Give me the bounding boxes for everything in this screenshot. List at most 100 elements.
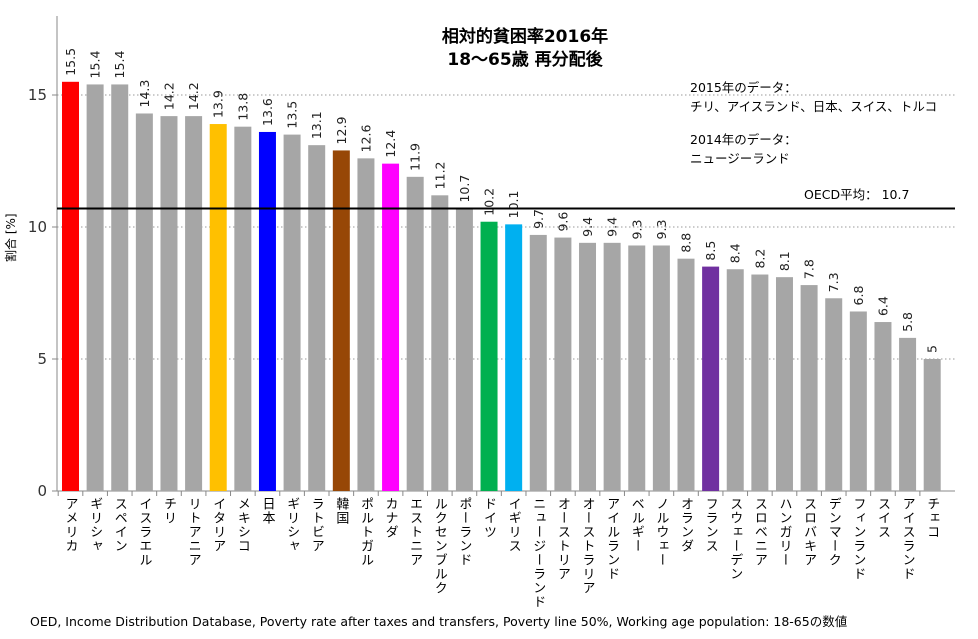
x-tick-label: アイスランド (899, 497, 915, 581)
x-tick-label: デンマーク (825, 497, 841, 567)
bar (899, 337, 917, 491)
annotation-2015-heading: 2015年のデータ： (690, 80, 797, 95)
bar (185, 116, 203, 492)
data-label: 8.4 (728, 243, 743, 263)
data-label: 9.4 (580, 217, 595, 237)
bar (775, 277, 793, 491)
source-note: OED, Income Distribution Database, Pover… (30, 614, 848, 629)
bar (283, 134, 301, 491)
bar (849, 311, 867, 491)
data-label: 5.8 (900, 312, 915, 332)
x-tick-label: スペイン (111, 497, 127, 553)
bar (86, 84, 104, 491)
bar (726, 269, 744, 491)
x-tick-label: アイルランド (604, 497, 620, 581)
bar (652, 245, 670, 491)
data-label: 8.2 (752, 249, 767, 269)
x-tick-label: スウェーデン (727, 497, 743, 581)
chart-subtitle: 18～65歳 再分配後 (447, 50, 603, 70)
x-tick-label: オランダ (678, 497, 693, 553)
data-label: 6.4 (875, 296, 890, 316)
data-label: 12.4 (383, 130, 398, 158)
x-tick-label: エストニア (407, 497, 423, 567)
x-tick-label: アメリカ (62, 497, 78, 553)
x-tick-label: ギリシャ (284, 497, 300, 553)
x-tick-label: ハンガリー (776, 497, 792, 567)
x-tick-label: ルクセンブルク (431, 497, 447, 595)
bar (135, 113, 153, 491)
bar (332, 150, 350, 491)
x-tick-label: チェコ (924, 497, 940, 539)
bar (209, 124, 227, 491)
data-label: 13.1 (309, 111, 324, 139)
bar (382, 163, 400, 491)
x-tick-label: チリ (160, 497, 176, 525)
data-label: 9.4 (605, 217, 620, 237)
data-label: 13.8 (235, 93, 250, 121)
data-label: 13.6 (260, 98, 275, 126)
data-label: 11.9 (408, 143, 423, 171)
x-tick-label: スイス (874, 497, 890, 539)
x-tick-label: イタリア (210, 497, 226, 553)
data-label: 9.7 (531, 209, 546, 229)
bar (751, 274, 769, 491)
data-label: 14.2 (161, 82, 176, 110)
y-tick-label: 5 (37, 350, 47, 368)
annotation-2015-countries: チリ、アイスランド、日本、スイス、トルコ (690, 99, 938, 114)
annotation-2014-countries: ニュージーランド (690, 151, 790, 166)
bar (554, 237, 572, 491)
data-label: 15.5 (63, 48, 78, 76)
bar (677, 258, 695, 491)
bar (529, 234, 547, 492)
data-label: 12.9 (334, 117, 349, 145)
bar (160, 116, 178, 492)
x-tick-label: スロバキア (801, 497, 817, 567)
data-label: 9.6 (555, 212, 570, 232)
annotation-2014-heading: 2014年のデータ： (690, 132, 797, 147)
bar (357, 158, 375, 492)
data-label: 7.8 (802, 259, 817, 279)
x-tick-label: ノルウェー (653, 497, 669, 567)
x-tick-label: カナダ (382, 497, 398, 539)
x-tick-label: ニュージーランド (530, 497, 546, 609)
bar (480, 221, 498, 491)
data-label: 15.4 (88, 51, 103, 79)
bar (258, 131, 276, 491)
data-label: 6.8 (851, 286, 866, 306)
bar (505, 224, 523, 492)
x-tick-label: メキシコ (234, 497, 250, 553)
data-label: 13.5 (285, 101, 300, 129)
x-tick-label: オーストラリア (579, 497, 595, 595)
x-tick-label: ポーランド (456, 497, 472, 567)
x-tick-label: イスラエル (136, 497, 152, 567)
x-tick-label: ギリシャ (87, 497, 103, 553)
x-tick-label: オーストリア (554, 497, 570, 581)
bar (874, 322, 892, 491)
data-label: 13.9 (211, 90, 226, 118)
bar (825, 298, 843, 491)
data-label: 10.1 (506, 191, 521, 219)
bar (455, 208, 473, 491)
bar (603, 242, 621, 491)
data-label: 9.3 (654, 220, 669, 240)
x-tick-label: ドイツ (481, 497, 497, 539)
data-label: 9.3 (629, 220, 644, 240)
data-label: 8.8 (679, 233, 694, 253)
bar (628, 245, 646, 491)
bar (111, 84, 129, 491)
bar (234, 126, 252, 492)
bar (800, 285, 818, 491)
x-tick-label: リトアニア (185, 497, 201, 567)
bar (431, 195, 449, 491)
data-label: 7.3 (826, 272, 841, 292)
x-tick-label: フランス (702, 497, 718, 553)
x-tick-label: 日本 (259, 497, 275, 525)
data-label: 12.6 (358, 124, 373, 152)
bar (406, 176, 424, 491)
data-label: 8.5 (703, 241, 718, 261)
x-tick-label: ベルギー (628, 497, 644, 553)
data-label: 5 (925, 345, 940, 353)
data-label: 10.7 (457, 175, 472, 203)
bar (579, 242, 597, 491)
